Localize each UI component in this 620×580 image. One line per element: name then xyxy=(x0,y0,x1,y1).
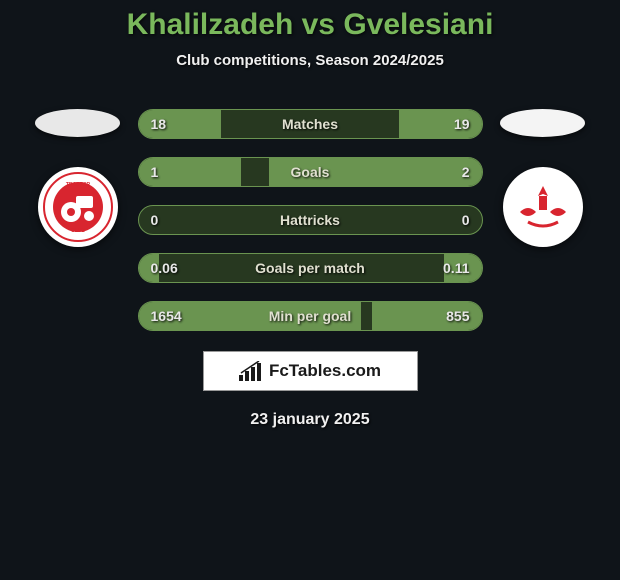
stats-bars: 18 19 Matches 1 2 Goals 0 0 Hattricks 0.06 0.11 Goa… xyxy=(138,109,483,331)
club-right-icon xyxy=(508,172,578,242)
stat-label: Hattricks xyxy=(280,212,340,228)
brand-text: FcTables.com xyxy=(269,361,381,381)
stat-label: Min per goal xyxy=(269,308,351,324)
stat-bar: 1 2 Goals xyxy=(138,157,483,187)
stat-value-right: 855 xyxy=(446,308,469,324)
club-badge-left: TRACTOR CLUB xyxy=(38,167,118,247)
stat-label: Goals xyxy=(291,164,330,180)
tractor-club-icon: TRACTOR CLUB xyxy=(43,172,113,242)
stat-value-right: 19 xyxy=(454,116,470,132)
svg-text:TRACTOR: TRACTOR xyxy=(65,182,90,188)
chart-icon xyxy=(239,361,263,381)
country-flag-right xyxy=(500,109,585,137)
stat-value-left: 18 xyxy=(151,116,167,132)
stat-value-right: 0.11 xyxy=(443,260,469,276)
stat-value-left: 1654 xyxy=(151,308,182,324)
svg-text:CLUB: CLUB xyxy=(71,228,85,234)
right-side xyxy=(493,109,593,247)
left-side: TRACTOR CLUB xyxy=(28,109,128,247)
brand-box: FcTables.com xyxy=(203,351,418,391)
subtitle: Club competitions, Season 2024/2025 xyxy=(0,52,620,69)
stat-value-right: 2 xyxy=(462,164,470,180)
stat-bar: 18 19 Matches xyxy=(138,109,483,139)
page-title: Khalilzadeh vs Gvelesiani xyxy=(0,8,620,42)
stat-bar: 1654 855 Min per goal xyxy=(138,301,483,331)
date-text: 23 january 2025 xyxy=(0,411,620,429)
stat-value-left: 0.06 xyxy=(151,260,178,276)
club-badge-right xyxy=(503,167,583,247)
country-flag-left xyxy=(35,109,120,137)
stat-label: Matches xyxy=(282,116,338,132)
stat-value-left: 0 xyxy=(151,212,159,228)
stat-bar: 0.06 0.11 Goals per match xyxy=(138,253,483,283)
stat-value-right: 0 xyxy=(462,212,470,228)
stat-value-left: 1 xyxy=(151,164,159,180)
stat-bar: 0 0 Hattricks xyxy=(138,205,483,235)
comparison-row: TRACTOR CLUB 18 19 Matches 1 2 Goals 0 0 Hattric… xyxy=(0,109,620,331)
stat-label: Goals per match xyxy=(255,260,365,276)
